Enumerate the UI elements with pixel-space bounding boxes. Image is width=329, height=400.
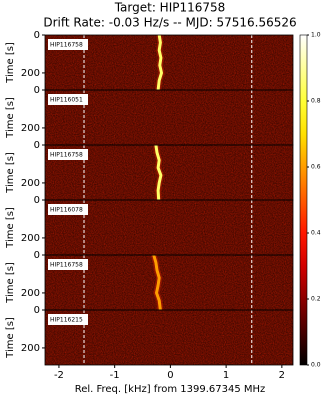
panel-label: HIP116215 [50,317,83,324]
panel-label-box [48,204,88,215]
y-tick-label: 200 [21,178,40,189]
y-axis-label: Time [s] [5,152,16,194]
x-tick-label: -2 [54,370,64,381]
panel-label: HIP116758 [50,262,83,269]
y-tick-label: 0 [34,85,40,96]
signal [152,254,162,311]
chart-title: Target: HIP116758 [114,1,226,15]
panel-frame [44,309,294,366]
panel-label: HIP116078 [50,207,83,214]
panel-label: HIP116758 [50,152,83,159]
x-tick-label: 0 [167,370,173,381]
y-axis-label: Time [s] [5,262,16,304]
x-tick-label: 2 [279,370,285,381]
panel-label-box [48,94,88,105]
y-tick-label: 0 [34,305,40,316]
y-tick-label: 200 [21,233,40,244]
colorbar-tick-label: 1.0 [311,32,321,39]
colorbar-tick-label: 0.0 [311,362,321,369]
panel-label-box [48,149,88,160]
y-tick-label: 200 [21,68,40,79]
y-tick-label: 0 [34,140,40,151]
y-tick-label: 0 [34,30,40,41]
colorbar-tick-label: 0.6 [311,164,321,171]
y-tick-label: 200 [21,343,40,354]
y-axis-label: Time [s] [5,42,16,84]
panel-label: HIP116051 [50,97,83,104]
signal [156,34,163,91]
colorbar-tick-label: 0.8 [311,98,321,105]
chart-subtitle: Drift Rate: -0.03 Hz/s -- MJD: 57516.565… [43,16,296,30]
colorbar-tick-label: 0.4 [311,230,321,237]
panel-label-box [48,314,88,325]
y-axis-label: Time [s] [5,207,16,249]
y-axis-label: Time [s] [5,317,16,359]
x-tick-label: -1 [110,370,120,381]
panel-label: HIP116758 [50,42,83,49]
colorbar-tick-label: 0.2 [311,296,321,303]
x-axis-label: Rel. Freq. [kHz] from 1399.67345 MHz [75,384,266,395]
y-tick-label: 0 [34,195,40,206]
signal [154,144,163,201]
y-tick-label: 200 [21,288,40,299]
panel-label-box [48,39,88,50]
y-tick-label: 200 [21,123,40,134]
y-axis-label: Time [s] [5,97,16,139]
panel-label-box [48,259,88,270]
x-tick-label: 1 [223,370,229,381]
colorbar [299,34,308,366]
y-tick-label: 0 [34,250,40,261]
